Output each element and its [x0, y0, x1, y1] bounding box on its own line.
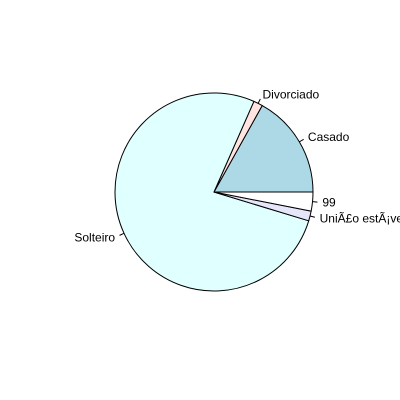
pie-slices: [114, 92, 314, 292]
pie-labels: Casado Divorciado Solteiro UniÃ£o estÃ¡vel9…: [74, 88, 400, 245]
pie-label-99: 99: [322, 196, 336, 210]
pie-slice-solteiro: [114, 92, 310, 292]
pie-leader-lines: [119, 98, 318, 236]
pie-label-unia-o-esta-vel: UniÃ£o estÃ¡vel: [320, 211, 400, 225]
leader-line-casado: [299, 138, 304, 143]
pie-slice-99: [213, 191, 314, 212]
pie-label-casado: Casado: [308, 130, 350, 144]
leader-line-solteiro: [119, 232, 125, 236]
leader-line-unia-o-esta-vel: [309, 215, 315, 218]
pie-label-solteiro: Solteiro: [74, 230, 115, 244]
pie-label-divorciado: Divorciado: [263, 88, 320, 102]
pie-slice-casado: [213, 104, 314, 193]
leader-line-divorciado: [257, 98, 261, 104]
